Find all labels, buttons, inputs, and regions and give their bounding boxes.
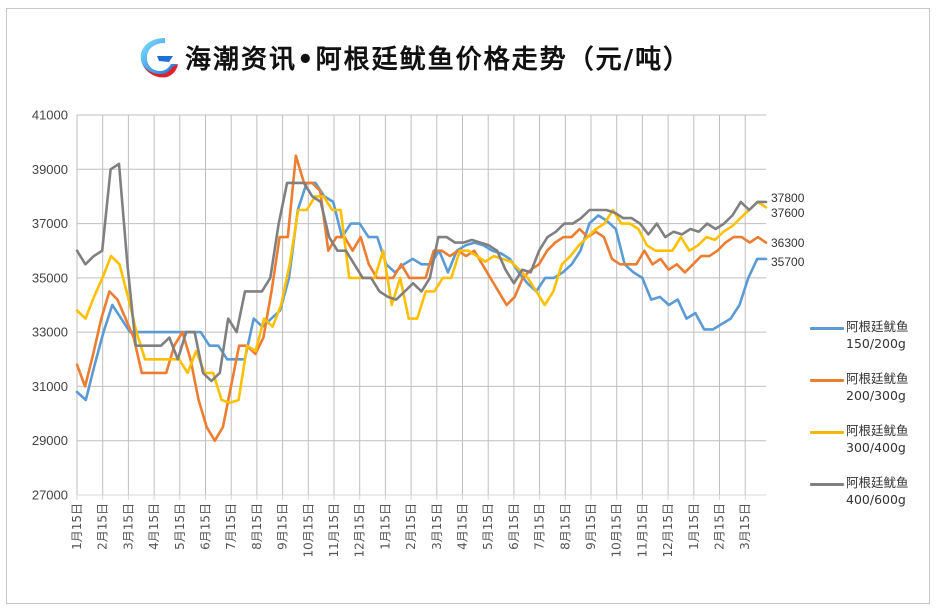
haichao-logo-icon xyxy=(140,38,178,78)
x-tick-label: 2月15日 xyxy=(404,503,418,550)
x-tick-label: 1月15日 xyxy=(378,503,392,550)
legend-label-line2: 200/300g xyxy=(846,388,906,403)
end-value-label: 37600 xyxy=(771,206,805,220)
series-line-2 xyxy=(75,195,768,405)
legend-label-line1: 阿根廷鱿鱼 xyxy=(846,371,909,386)
x-tick-label: 7月15日 xyxy=(224,503,238,550)
end-value-label: 37800 xyxy=(771,191,805,205)
x-tick-label: 3月15日 xyxy=(430,503,444,550)
x-tick-label: 5月15日 xyxy=(481,503,495,550)
x-tick-label: 4月15日 xyxy=(147,503,161,550)
chart-frame xyxy=(6,8,930,604)
x-tick-label: 2月15日 xyxy=(96,503,110,550)
x-tick-label: 9月15日 xyxy=(276,503,290,550)
legend-swatch-icon xyxy=(810,327,844,330)
x-tick-label: 5月15日 xyxy=(173,503,187,550)
legend-label-line2: 150/200g xyxy=(846,336,906,351)
x-tick-label: 3月15日 xyxy=(738,503,752,550)
y-tick-label: 35000 xyxy=(32,270,68,285)
legend-swatch-icon xyxy=(810,483,844,486)
y-tick-label: 29000 xyxy=(32,433,68,448)
legend-label: 阿根廷鱿鱼 400/600g xyxy=(846,474,909,508)
legend-label: 阿根廷鱿鱼 200/300g xyxy=(846,370,909,404)
legend: 阿根廷鱿鱼 150/200g 阿根廷鱿鱼 200/300g 阿根廷鱿鱼 300/400g 阿… xyxy=(810,318,930,526)
y-tick-label: 37000 xyxy=(32,216,68,231)
chart-title-bar: 海潮资讯•阿根廷鱿鱼价格走势（元/吨） xyxy=(135,32,691,82)
series-lines xyxy=(75,154,768,443)
y-axis: 27000 29000 31000 33000 35000 37000 39000 41000 xyxy=(32,108,68,503)
legend-swatch-icon xyxy=(810,379,844,382)
x-tick-label: 12月15日 xyxy=(353,503,367,558)
legend-item[interactable]: 阿根廷鱿鱼 300/400g xyxy=(810,422,930,474)
legend-label-line1: 阿根廷鱿鱼 xyxy=(846,475,909,490)
x-axis: 1月15日 2月15日 3月15日 4月15日 5月15日 6月15日 7月15日 8月15日… xyxy=(70,495,752,558)
series-line-1 xyxy=(75,154,768,443)
x-tick-label: 12月15日 xyxy=(661,503,675,558)
legend-label: 阿根廷鱿鱼 150/200g xyxy=(846,318,909,352)
end-value-label: 36300 xyxy=(771,236,805,250)
end-value-label: 35700 xyxy=(771,255,805,269)
chart-title: 海潮资讯•阿根廷鱿鱼价格走势（元/吨） xyxy=(185,44,692,75)
legend-label-line2: 300/400g xyxy=(846,440,906,455)
legend-label-line1: 阿根廷鱿鱼 xyxy=(846,319,909,334)
x-tick-label: 7月15日 xyxy=(533,503,547,550)
x-tick-label: 10月15日 xyxy=(301,503,315,558)
legend-label-line1: 阿根廷鱿鱼 xyxy=(846,423,909,438)
y-tick-label: 33000 xyxy=(32,325,68,340)
x-tick-label: 1月15日 xyxy=(70,503,84,550)
y-tick-label: 31000 xyxy=(32,379,68,394)
x-tick-label: 8月15日 xyxy=(558,503,572,550)
legend-swatch-icon xyxy=(810,431,844,434)
legend-label-line2: 400/600g xyxy=(846,492,906,507)
x-tick-label: 1月15日 xyxy=(687,503,701,550)
x-tick-label: 6月15日 xyxy=(199,503,213,550)
y-tick-label: 27000 xyxy=(32,488,68,503)
x-tick-label: 2月15日 xyxy=(713,503,727,550)
x-tick-label: 8月15日 xyxy=(250,503,264,550)
y-tick-label: 41000 xyxy=(32,108,68,123)
legend-item[interactable]: 阿根廷鱿鱼 150/200g xyxy=(810,318,930,370)
x-tick-label: 6月15日 xyxy=(507,503,521,550)
series-line-3 xyxy=(75,162,768,383)
legend-item[interactable]: 阿根廷鱿鱼 200/300g xyxy=(810,370,930,422)
x-tick-label: 9月15日 xyxy=(584,503,598,550)
x-tick-label: 4月15日 xyxy=(456,503,470,550)
legend-label: 阿根廷鱿鱼 300/400g xyxy=(846,422,909,456)
x-tick-label: 11月15日 xyxy=(327,503,341,558)
legend-item[interactable]: 阿根廷鱿鱼 400/600g xyxy=(810,474,930,526)
y-tick-label: 39000 xyxy=(32,162,68,177)
x-tick-label: 11月15日 xyxy=(635,503,649,558)
x-tick-label: 10月15日 xyxy=(610,503,624,558)
x-tick-label: 3月15日 xyxy=(121,503,135,550)
